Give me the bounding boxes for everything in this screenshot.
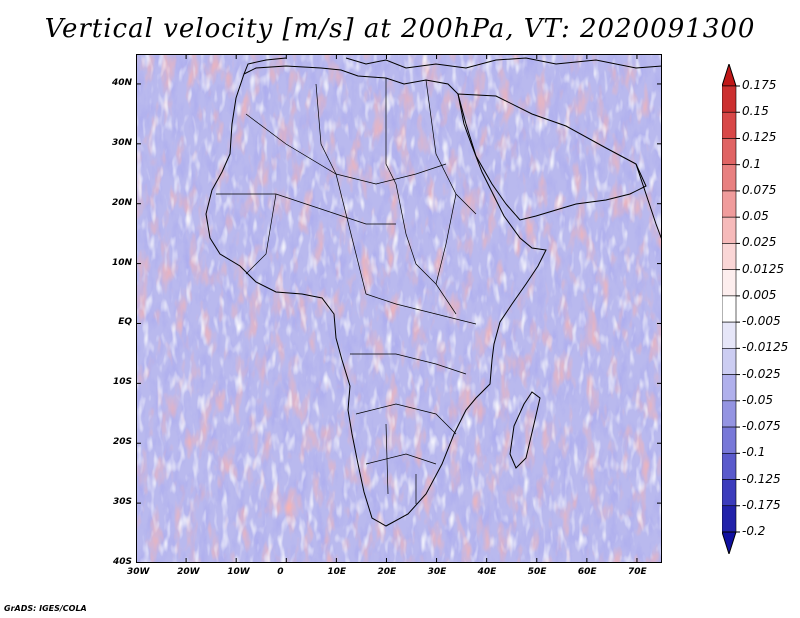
lat-tick-label: 30N (111, 137, 132, 148)
lon-tick-label: 10E (327, 567, 347, 577)
colorbar-swatch (722, 164, 737, 192)
colorbar-tick-label: 0.005 (742, 287, 777, 302)
colorbar-swatch (722, 452, 737, 480)
india-coastline (635, 163, 662, 241)
madagascar-coastline (509, 391, 541, 469)
colorbar-tick-label: -0.175 (742, 497, 781, 512)
lon-tick-label: 70E (627, 567, 647, 577)
colorbar-tick-label: 0.0125 (742, 261, 784, 276)
credit-text: GrADS: IGES/COLA (4, 604, 87, 613)
lon-tick-label: 10W (227, 567, 250, 577)
lon-tick-label: 30E (427, 567, 447, 577)
colorbar-swatch (722, 269, 737, 297)
lat-tick-label: 30S (112, 497, 132, 508)
colorbar-swatch (722, 505, 737, 533)
colorbar-max-triangle (722, 64, 737, 87)
colorbar-tick-label: 0.15 (742, 104, 769, 119)
colorbar-min-triangle (722, 531, 737, 554)
colorbar-tick-label: -0.125 (742, 471, 781, 486)
colorbar-tick-label: 0.05 (742, 209, 769, 224)
colorbar-tick-label: -0.075 (742, 419, 781, 434)
axis-ticks (136, 54, 662, 563)
colorbar-swatch (722, 85, 737, 113)
lat-tick-label: 40N (111, 77, 132, 88)
colorbar-swatch (722, 190, 737, 218)
colorbar-tick-label: -0.05 (742, 392, 774, 407)
lon-tick-label: 20W (177, 567, 200, 577)
lon-tick-label: 60E (577, 567, 597, 577)
colorbar-tick-label: 0.125 (742, 130, 777, 145)
colorbar-swatch (722, 348, 737, 375)
europe-coastline (243, 57, 662, 75)
colorbar-swatch (722, 400, 737, 428)
chart-title: Vertical velocity [m/s] at 200hPa, VT: 2… (44, 14, 756, 44)
field-white-streaks (136, 54, 662, 563)
africa-coastline (205, 65, 547, 527)
colorbar-swatch (722, 426, 737, 454)
colorbar-tick-label: 0.1 (742, 156, 762, 171)
lat-tick-label: 10S (112, 377, 132, 388)
colorbar-tick-label: -0.005 (742, 314, 781, 329)
colorbar-tick-label: -0.2 (742, 524, 766, 538)
colorbar-tick-label: -0.025 (742, 366, 781, 381)
country-borders (216, 78, 477, 504)
lat-tick-label: 20N (111, 197, 132, 208)
colorbar-tick-label: 0.025 (742, 235, 777, 250)
colorbar-swatch (722, 138, 737, 166)
colorbar-tick-label: -0.0125 (742, 340, 789, 355)
lon-tick-label: 40E (477, 567, 497, 577)
colorbar-tick-label: 0.075 (742, 182, 777, 197)
map-panel (136, 54, 662, 563)
colorbar-tick-label: 0.175 (742, 78, 777, 92)
colorbar-tick-label: -0.1 (742, 445, 766, 460)
lon-tick-label: 50E (527, 567, 547, 577)
colorbar-swatch (722, 374, 737, 402)
colorbar-swatch (722, 295, 737, 323)
colorbar-swatch (722, 216, 737, 244)
colorbar-swatch (722, 321, 737, 349)
velocity-field-map (136, 54, 662, 563)
colorbar-swatch (722, 111, 737, 139)
coastlines (205, 57, 662, 527)
lat-tick-label: 20S (112, 437, 132, 448)
lat-tick-label: 40S (112, 557, 132, 567)
lat-tick-label: EQ (118, 317, 132, 328)
map-frame (136, 54, 662, 563)
arabia-coastline (457, 93, 647, 221)
lat-tick-label: 10N (111, 257, 132, 268)
lon-tick-label: 0 (277, 567, 284, 577)
colorbar-swatch (722, 479, 737, 507)
colorbar (722, 64, 740, 554)
lon-tick-label: 20E (377, 567, 397, 577)
lon-tick-label: 30W (127, 567, 150, 577)
colorbar-swatch (722, 243, 737, 270)
